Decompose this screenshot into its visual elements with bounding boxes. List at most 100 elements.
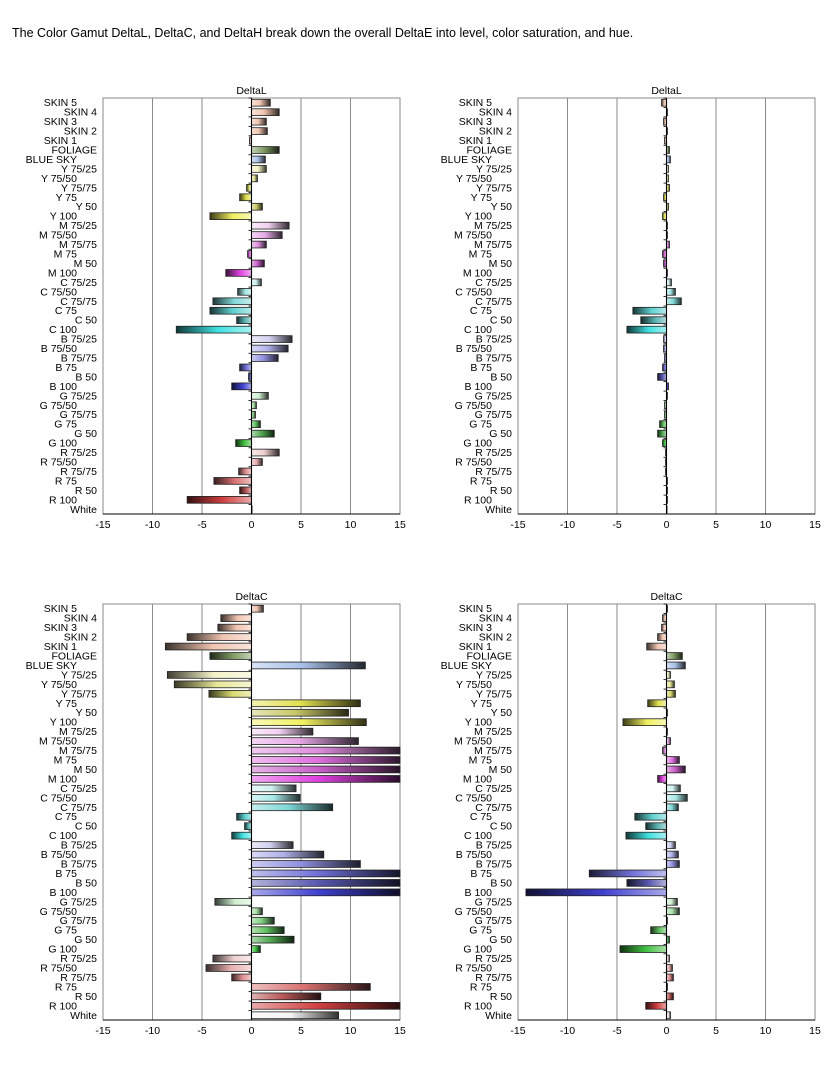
category-label: R 100 <box>464 1000 492 1012</box>
category-label: G 75/75 <box>475 409 513 421</box>
category-label: R 75 <box>55 475 77 487</box>
bar <box>650 926 667 934</box>
category-label: M 75/50 <box>454 230 492 242</box>
bar <box>666 784 681 793</box>
category-label: SKIN 2 <box>64 126 97 138</box>
category-label: Y 75/50 <box>41 173 77 185</box>
category-label: B 75 <box>55 868 77 880</box>
bar <box>251 448 280 457</box>
category-label: G 75 <box>469 925 492 937</box>
bar <box>251 727 314 736</box>
category-label: B 75/50 <box>456 343 492 355</box>
category-label: C 75 <box>55 811 77 823</box>
category-label: C 50 <box>490 315 512 327</box>
bar <box>662 746 667 755</box>
bar <box>632 306 667 315</box>
category-label: M 75/25 <box>59 220 97 232</box>
bar <box>251 737 359 745</box>
x-tick-label: -15 <box>510 519 525 531</box>
category-label: C 50 <box>75 315 97 327</box>
category-label: Y 75/25 <box>61 669 97 681</box>
bar <box>208 690 252 698</box>
x-tick-label: 0 <box>249 519 255 531</box>
category-label: B 50 <box>490 877 512 889</box>
category-label: White <box>70 1010 97 1022</box>
x-tick-label: 5 <box>713 519 719 531</box>
category-label: R 75/25 <box>475 953 512 965</box>
bar <box>237 288 252 296</box>
category-label: R 75/75 <box>475 972 512 984</box>
bar <box>205 964 252 972</box>
category-label: M 100 <box>463 267 492 279</box>
bar <box>251 401 257 410</box>
category-label: G 50 <box>74 428 97 440</box>
category-label: M 50 <box>489 764 513 776</box>
category-label: C 75/75 <box>475 802 512 814</box>
category-label: Y 50 <box>491 707 513 719</box>
x-tick-label: 0 <box>664 1025 670 1037</box>
category-label: FOLIAGE <box>51 145 97 157</box>
category-label: G 75/25 <box>475 390 513 402</box>
bar <box>239 363 252 372</box>
bar <box>251 392 269 400</box>
category-label: SKIN 1 <box>44 135 77 147</box>
category-label: R 75/25 <box>60 953 97 965</box>
bar <box>666 765 686 774</box>
category-label: G 75/50 <box>40 400 78 412</box>
category-label: B 75 <box>470 362 492 374</box>
bar <box>251 174 258 183</box>
category-label: C 75/25 <box>475 783 512 795</box>
category-label: M 50 <box>74 258 98 270</box>
bar <box>251 354 279 362</box>
bar <box>244 822 252 830</box>
category-label: B 75 <box>55 362 77 374</box>
chart-title: DeltaL <box>651 85 682 97</box>
category-label: M 75/75 <box>59 745 97 757</box>
category-label: B 75/50 <box>41 343 77 355</box>
bar <box>657 373 667 381</box>
bar <box>626 879 667 887</box>
bar <box>251 146 280 154</box>
category-label: BLUE SKY <box>26 154 77 166</box>
category-label: C 100 <box>49 324 77 336</box>
category-label: M 75 <box>469 755 493 767</box>
bar <box>251 202 263 211</box>
bar <box>238 467 252 476</box>
category-label: B 100 <box>50 381 78 393</box>
category-label: G 75/25 <box>475 896 513 908</box>
bar <box>175 325 252 334</box>
bar <box>625 831 667 840</box>
category-label: R 75 <box>470 475 492 487</box>
x-tick-label: -15 <box>95 1025 110 1037</box>
bar <box>251 429 275 438</box>
category-label: R 75/50 <box>40 963 77 975</box>
bar <box>626 325 667 334</box>
bar <box>251 108 280 116</box>
category-label: Y 100 <box>50 211 77 223</box>
bar <box>251 926 285 934</box>
bar <box>525 888 667 897</box>
category-label: G 50 <box>489 428 512 440</box>
bar <box>251 221 290 230</box>
category-label: Y 75/50 <box>456 679 492 691</box>
category-label: G 75 <box>54 419 77 431</box>
x-tick-label: 5 <box>298 519 304 531</box>
x-tick-label: 15 <box>809 519 821 531</box>
bar <box>173 680 252 689</box>
bar <box>251 992 322 1001</box>
category-label: Y 75/25 <box>476 669 512 681</box>
bar <box>164 642 252 651</box>
bar <box>217 623 252 632</box>
category-label: G 75/25 <box>60 390 98 402</box>
bar <box>662 363 667 372</box>
category-label: C 75 <box>470 305 492 317</box>
bar <box>251 775 401 783</box>
bar <box>251 879 401 887</box>
bar <box>251 344 289 353</box>
bar <box>659 420 667 428</box>
category-label: M 100 <box>463 773 492 785</box>
bar <box>251 335 293 343</box>
category-label: R 50 <box>75 485 97 497</box>
bar <box>251 420 261 428</box>
